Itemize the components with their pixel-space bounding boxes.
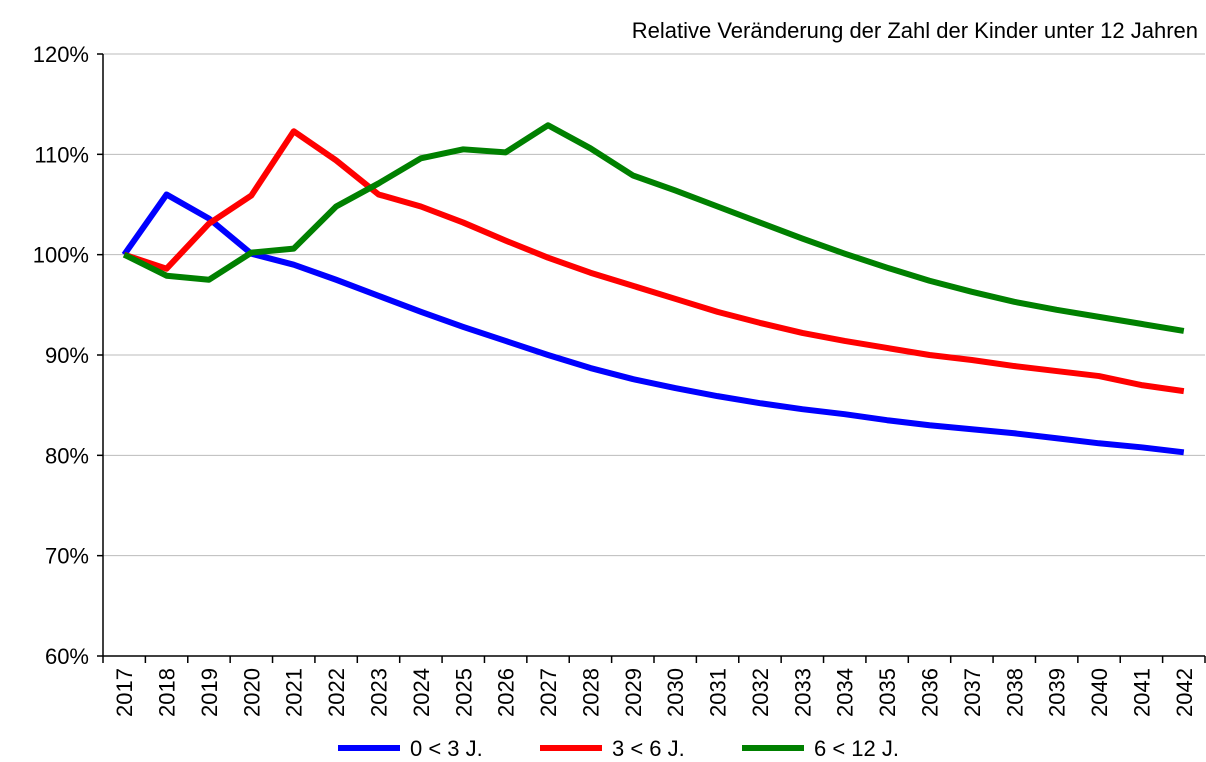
y-tick-label: 110% bbox=[34, 142, 89, 167]
x-tick-label: 2018 bbox=[155, 668, 180, 717]
x-tick-label: 2021 bbox=[282, 668, 307, 717]
y-tick-label: 100% bbox=[33, 243, 89, 268]
x-tick-label: 2020 bbox=[239, 668, 264, 717]
y-tick-label: 60% bbox=[45, 644, 89, 669]
x-tick-label: 2019 bbox=[197, 668, 222, 717]
line-series bbox=[123, 128, 1185, 395]
x-tick-label: 2037 bbox=[960, 668, 985, 717]
x-tick-label: 2039 bbox=[1045, 668, 1070, 717]
x-tick-label: 2030 bbox=[663, 668, 688, 717]
x-tick-label: 2034 bbox=[833, 668, 858, 717]
x-tick-label: 2017 bbox=[112, 668, 137, 717]
y-tick-label: 120% bbox=[33, 42, 89, 67]
y-tick-label: 70% bbox=[45, 544, 89, 569]
line-series bbox=[121, 191, 1185, 456]
x-tick-label: 2028 bbox=[578, 668, 603, 717]
legend-label: 3 < 6 J. bbox=[612, 736, 685, 761]
x-tick-label: 2031 bbox=[706, 668, 731, 717]
x-tick-label: 2035 bbox=[875, 668, 900, 717]
x-tick-label: 2023 bbox=[367, 668, 392, 717]
x-tick-label: 2027 bbox=[536, 668, 561, 717]
x-tick-label: 2025 bbox=[451, 668, 476, 717]
x-tick-label: 2026 bbox=[494, 668, 519, 717]
x-tick-label: 2041 bbox=[1129, 668, 1154, 717]
y-tick-label: 90% bbox=[45, 343, 89, 368]
x-tick-label: 2022 bbox=[324, 668, 349, 717]
legend-label: 6 < 12 J. bbox=[814, 736, 899, 761]
x-tick-label: 2033 bbox=[790, 668, 815, 717]
x-tick-label: 2029 bbox=[621, 668, 646, 717]
x-tick-label: 2036 bbox=[918, 668, 943, 717]
x-tick-label: 2038 bbox=[1002, 668, 1027, 717]
line-series bbox=[122, 122, 1185, 334]
x-tick-label: 2024 bbox=[409, 668, 434, 717]
x-tick-label: 2040 bbox=[1087, 668, 1112, 717]
legend-label: 0 < 3 J. bbox=[410, 736, 483, 761]
x-tick-label: 2042 bbox=[1172, 668, 1197, 717]
chart-title: Relative Veränderung der Zahl der Kinder… bbox=[632, 18, 1198, 43]
y-tick-label: 80% bbox=[45, 443, 89, 468]
x-tick-label: 2032 bbox=[748, 668, 773, 717]
